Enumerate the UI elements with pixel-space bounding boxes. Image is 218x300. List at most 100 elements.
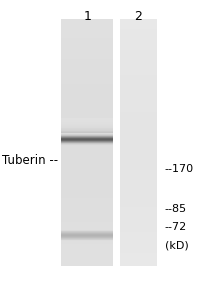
Bar — [120, 154, 157, 158]
Bar — [120, 253, 157, 256]
Bar — [61, 234, 113, 235]
Bar — [120, 124, 157, 127]
Bar — [120, 121, 157, 124]
Text: 2: 2 — [135, 10, 142, 23]
Bar — [61, 201, 113, 204]
Bar — [120, 56, 157, 59]
Bar — [61, 129, 113, 130]
Bar — [61, 62, 113, 66]
Bar — [61, 231, 113, 235]
Bar — [120, 136, 157, 140]
Bar — [61, 173, 113, 176]
Bar — [61, 121, 113, 122]
Bar — [120, 158, 157, 161]
Bar — [61, 197, 113, 201]
Bar — [61, 182, 113, 185]
Bar — [120, 247, 157, 250]
Bar — [61, 34, 113, 38]
Bar — [61, 232, 113, 233]
Bar — [61, 81, 113, 84]
Bar — [120, 142, 157, 146]
Bar — [61, 259, 113, 262]
Bar — [61, 132, 113, 133]
Bar — [61, 84, 113, 87]
Bar — [120, 41, 157, 44]
Bar — [61, 133, 113, 134]
Bar — [61, 139, 113, 140]
Bar — [120, 176, 157, 179]
Bar — [61, 228, 113, 232]
Bar — [120, 231, 157, 235]
Bar — [61, 96, 113, 99]
Bar — [120, 238, 157, 241]
Bar — [61, 22, 113, 26]
Bar — [61, 188, 113, 192]
Bar — [61, 142, 113, 143]
Bar — [120, 28, 157, 32]
Bar — [61, 232, 113, 233]
Text: Tuberin --: Tuberin -- — [2, 154, 58, 167]
Bar — [120, 250, 157, 253]
Bar — [61, 19, 113, 22]
Bar — [61, 167, 113, 170]
Bar — [61, 158, 113, 161]
Bar — [61, 133, 113, 134]
Bar — [61, 44, 113, 47]
Bar — [120, 185, 157, 189]
Bar — [61, 247, 113, 250]
Bar — [61, 47, 113, 50]
Bar — [120, 201, 157, 204]
Bar — [61, 235, 113, 236]
Bar — [61, 236, 113, 237]
Bar — [120, 47, 157, 50]
Bar — [120, 111, 157, 115]
Bar — [120, 44, 157, 47]
Bar — [61, 130, 113, 133]
Bar — [61, 136, 113, 137]
Bar — [61, 131, 113, 132]
Bar — [61, 237, 113, 238]
Bar — [61, 41, 113, 44]
Bar — [61, 125, 113, 126]
Bar — [61, 148, 113, 152]
Bar — [61, 118, 113, 119]
Bar — [61, 122, 113, 123]
Bar — [61, 118, 113, 121]
Bar — [61, 231, 113, 232]
Bar — [120, 170, 157, 173]
Bar — [120, 53, 157, 56]
Bar — [120, 22, 157, 26]
Bar — [61, 216, 113, 219]
Bar — [61, 124, 113, 127]
Bar — [61, 135, 113, 136]
Bar — [120, 179, 157, 182]
Bar — [120, 167, 157, 170]
Bar — [120, 71, 157, 75]
Bar — [120, 148, 157, 152]
Bar — [120, 244, 157, 247]
Bar — [61, 253, 113, 256]
Bar — [61, 71, 113, 75]
Bar — [61, 145, 113, 146]
Bar — [61, 25, 113, 29]
Bar — [120, 38, 157, 41]
Bar — [120, 191, 157, 195]
Bar — [61, 108, 113, 112]
Bar — [61, 170, 113, 173]
Bar — [61, 141, 113, 142]
Bar — [120, 50, 157, 53]
Bar — [120, 164, 157, 167]
Bar — [120, 99, 157, 103]
Bar — [120, 188, 157, 192]
Bar — [61, 127, 113, 128]
Bar — [61, 237, 113, 238]
Bar — [61, 219, 113, 223]
Bar — [120, 115, 157, 118]
Bar — [61, 59, 113, 63]
Bar — [120, 25, 157, 29]
Bar — [61, 230, 113, 231]
Bar — [61, 68, 113, 72]
Bar — [61, 130, 113, 131]
Bar — [120, 32, 157, 35]
Bar — [61, 141, 113, 142]
